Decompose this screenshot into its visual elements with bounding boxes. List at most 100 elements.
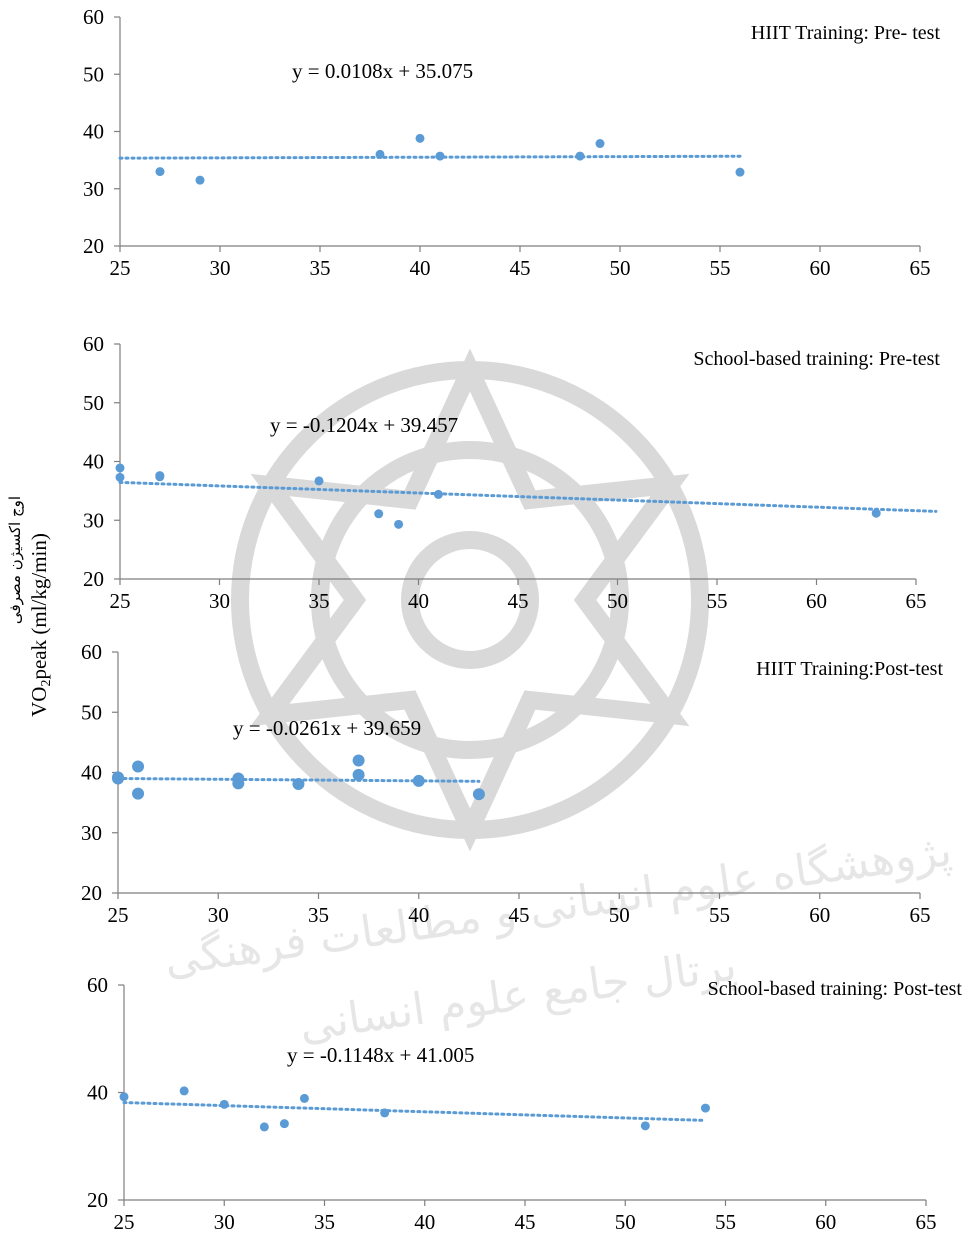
x-tick-label: 50 <box>615 1210 636 1234</box>
data-point <box>115 472 125 482</box>
x-tick-label: 55 <box>707 589 728 613</box>
data-point <box>112 771 124 784</box>
chart-panel-2: 20 30 40 50 60 25 30 35 40 45 50 55 60 65 School-based… <box>83 332 940 613</box>
data-point <box>735 167 745 177</box>
data-point <box>155 167 165 177</box>
y-axis-label: VO2peak (ml/kg/min) <box>27 533 54 717</box>
data-point <box>279 1119 289 1129</box>
y-axis-label-persian-text: اوج اکسیژن مصرفی <box>6 496 25 624</box>
data-point <box>115 463 125 473</box>
data-point <box>412 774 425 787</box>
x-tick-label: 45 <box>510 256 531 280</box>
data-point <box>219 1099 229 1109</box>
x-tick-label: 25 <box>108 903 129 927</box>
data-point <box>700 1103 710 1113</box>
panel-title: School-based training: Post-test <box>708 978 963 1000</box>
data-point <box>179 1086 189 1096</box>
x-tick-label: 40 <box>408 589 429 613</box>
trendline <box>118 154 742 160</box>
x-tick-label: 65 <box>910 256 931 280</box>
data-point <box>640 1121 650 1131</box>
x-tick-label: 60 <box>815 1210 836 1234</box>
chart-panel-3: 20 30 40 50 60 25 30 35 40 45 50 55 60 65 HIIT Trainin… <box>81 640 943 927</box>
y-tick-label: 60 <box>87 973 108 997</box>
x-tick-label: 35 <box>308 903 329 927</box>
data-point <box>232 777 245 790</box>
x-tick-label: 55 <box>709 903 730 927</box>
data-point <box>119 1092 129 1102</box>
y-axis-label-persian: اوج اکسیژن مصرفی <box>6 496 25 624</box>
trendline-equation: y = 0.0108x + 35.075 <box>292 59 473 83</box>
x-tick-label: 30 <box>209 589 230 613</box>
x-tick-label: 25 <box>110 589 131 613</box>
data-point <box>871 508 881 518</box>
data-point <box>415 133 425 143</box>
x-tick-label: 40 <box>410 256 431 280</box>
x-tick-label: 35 <box>309 589 330 613</box>
trendline-equation: y = -0.0261x + 39.659 <box>233 716 421 740</box>
data-point <box>374 509 384 519</box>
data-point <box>575 151 585 161</box>
chart-panel-1: 20 30 40 50 60 25 30 35 40 45 50 55 60 65 HIIT Trainin… <box>83 5 940 280</box>
data-point <box>394 519 404 529</box>
y-tick-label: 40 <box>81 761 102 785</box>
data-point <box>380 1108 390 1118</box>
x-tick-label: 60 <box>809 903 830 927</box>
x-tick-label: 35 <box>310 256 331 280</box>
x-tick-label: 50 <box>610 256 631 280</box>
panel-title: School-based training: Pre-test <box>693 348 940 370</box>
x-tick-label: 50 <box>607 589 628 613</box>
svg-text:VO2peak (ml/kg/min): VO2peak (ml/kg/min) <box>27 533 54 717</box>
y-tick-label: 30 <box>83 508 104 532</box>
y-axis-label-main: VO <box>27 687 51 717</box>
y-tick-label: 60 <box>83 332 104 356</box>
y-tick-label: 50 <box>83 62 104 86</box>
y-tick-label: 60 <box>81 640 102 664</box>
data-point <box>375 149 385 159</box>
x-tick-label: 45 <box>515 1210 536 1234</box>
data-point <box>433 489 443 499</box>
x-tick-label: 25 <box>110 256 131 280</box>
chart-panels: 20 30 40 50 60 25 30 35 40 45 50 55 60 65 HIIT Trainin… <box>81 5 962 1234</box>
x-tick-label: 35 <box>314 1210 335 1234</box>
y-tick-label: 50 <box>81 700 102 724</box>
x-tick-label: 65 <box>910 903 931 927</box>
x-tick-label: 45 <box>509 903 530 927</box>
data-point <box>132 760 145 773</box>
y-tick-label: 20 <box>87 1188 108 1212</box>
x-tick-label: 65 <box>916 1210 937 1234</box>
y-tick-label: 40 <box>87 1081 108 1105</box>
data-point <box>195 175 205 185</box>
y-tick-label: 40 <box>83 120 104 144</box>
x-tick-label: 30 <box>208 903 229 927</box>
y-tick-label: 30 <box>81 821 102 845</box>
trendline <box>122 1101 707 1122</box>
y-axis-label-rest: peak (ml/kg/min) <box>27 533 51 679</box>
data-point <box>292 777 305 790</box>
data-point <box>299 1093 309 1103</box>
x-tick-label: 40 <box>408 903 429 927</box>
data-point <box>314 476 324 486</box>
x-tick-label: 45 <box>508 589 529 613</box>
x-tick-label: 25 <box>114 1210 135 1234</box>
x-tick-label: 65 <box>906 589 927 613</box>
data-point <box>595 139 605 149</box>
x-tick-label: 50 <box>609 903 630 927</box>
x-tick-label: 55 <box>715 1210 736 1234</box>
data-point <box>352 754 365 767</box>
y-axis-label-sub: 2 <box>39 680 54 687</box>
x-tick-label: 55 <box>710 256 731 280</box>
y-tick-label: 50 <box>83 391 104 415</box>
trendline-equation: y = -0.1204x + 39.457 <box>270 413 458 437</box>
data-point <box>132 787 145 800</box>
x-tick-label: 30 <box>214 1210 235 1234</box>
y-tick-label: 20 <box>83 234 104 258</box>
y-tick-label: 30 <box>83 177 104 201</box>
watermark-rosette <box>231 348 709 852</box>
x-tick-label: 30 <box>210 256 231 280</box>
y-tick-label: 20 <box>81 881 102 905</box>
y-tick-label: 60 <box>83 5 104 29</box>
y-tick-label: 20 <box>83 567 104 591</box>
data-point <box>435 151 445 161</box>
